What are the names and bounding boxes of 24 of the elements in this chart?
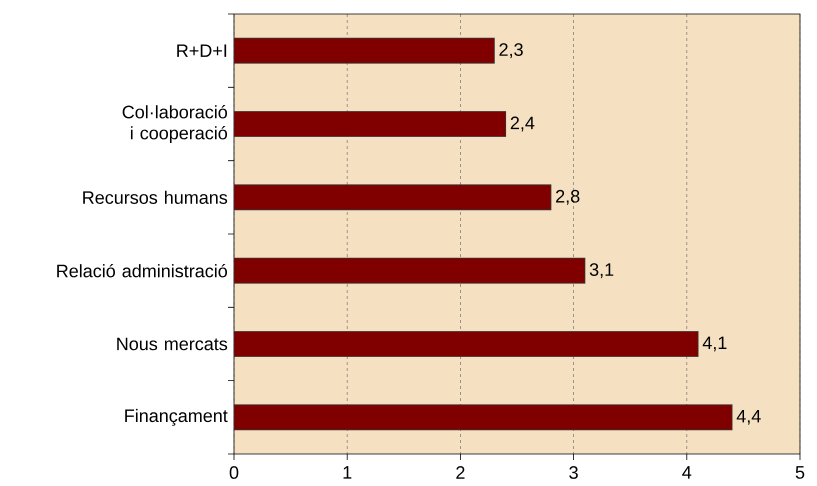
x-tick-label: 0 [230,466,238,479]
x-tick-label: 5 [796,466,804,479]
x-tick-label: 2 [456,466,465,479]
x-tick-label: 1 [344,466,352,479]
bar [234,38,495,64]
data-label: 2,4 [510,116,534,132]
data-label: 2,3 [499,43,523,58]
y-tick-label: Recursos humans [83,190,228,204]
bar [234,258,586,284]
bar [234,184,552,210]
bar [234,404,732,430]
y-tick-label: Finançament [125,408,228,426]
data-label: 2,8 [556,190,580,205]
y-tick-label: Relació administració [57,264,228,278]
x-tick-label: 4 [682,466,692,479]
y-tick-label: Col·laboració i cooperació [122,105,228,143]
data-label: 4,1 [702,336,726,352]
y-tick-label: R+D+I [177,44,226,57]
bar [234,111,506,137]
x-tick-label: 3 [569,466,578,479]
bar [234,331,699,357]
y-tick-label: Nous mercats [117,338,228,350]
data-label: 4,4 [736,410,761,425]
data-label: 3,1 [590,263,614,278]
